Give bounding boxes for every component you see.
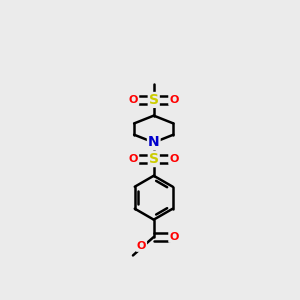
Text: S: S: [149, 93, 159, 107]
Text: O: O: [169, 154, 178, 164]
Text: N: N: [148, 136, 160, 149]
Text: O: O: [137, 241, 146, 251]
Text: S: S: [149, 152, 159, 166]
Text: O: O: [169, 95, 178, 105]
Text: O: O: [129, 95, 138, 105]
Text: O: O: [169, 232, 178, 242]
Text: O: O: [129, 154, 138, 164]
